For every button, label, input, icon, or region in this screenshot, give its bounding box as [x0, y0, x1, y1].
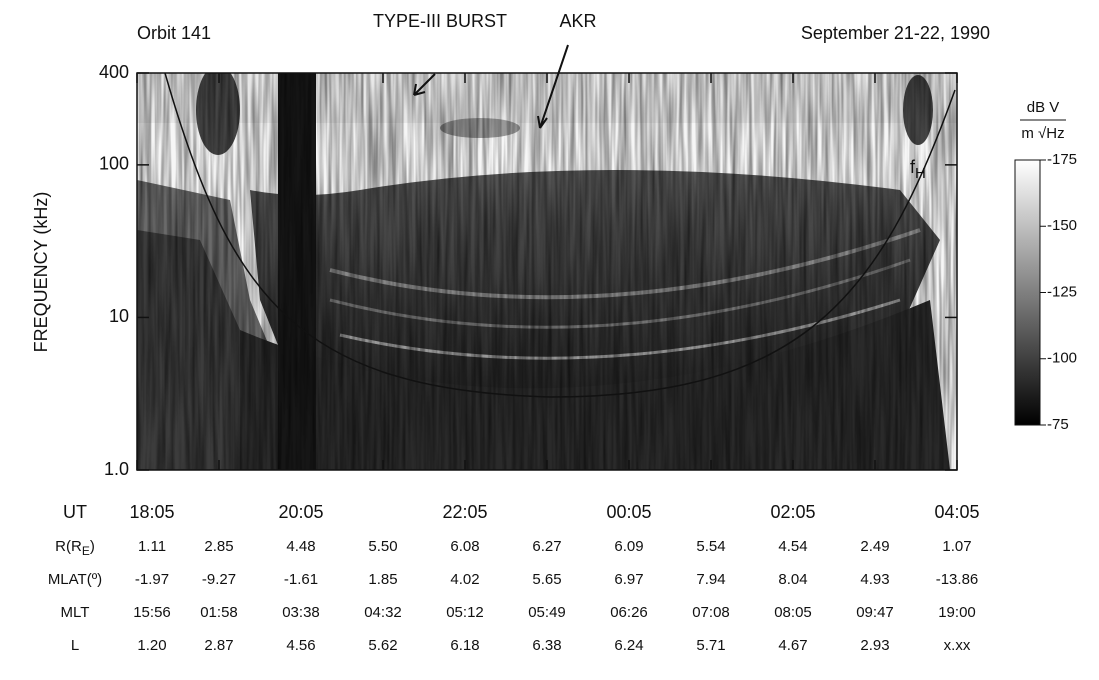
table-cell: 4.56	[286, 637, 315, 654]
table-cell: 8.04	[778, 571, 807, 588]
colorbar-numerator: dB V	[1027, 99, 1060, 116]
table-cell: 6.27	[532, 538, 561, 555]
gyrofrequency-curve	[164, 73, 956, 398]
colorbar-tick-label: -125	[1047, 283, 1077, 300]
table-cell: 2.49	[860, 538, 889, 555]
spectrogram	[137, 73, 957, 470]
table-cell: -13.86	[936, 571, 979, 588]
table-cell: -1.97	[135, 571, 169, 588]
table-cell: 1.20	[137, 637, 166, 654]
table-cell: 6.08	[450, 538, 479, 555]
colorbar	[1014, 159, 1041, 426]
table-cell: 6.24	[614, 637, 643, 654]
row-label-part: )	[90, 538, 95, 555]
table-cell: 07:08	[692, 604, 730, 621]
colorbar-tick-label: -100	[1047, 350, 1077, 367]
date-label: September 21-22, 1990	[801, 23, 990, 43]
table-cell: 2.87	[204, 637, 233, 654]
row-label: R(RE)	[55, 538, 95, 558]
table-cell: 2.93	[860, 637, 889, 654]
y-tick-label: 100	[99, 154, 129, 174]
colorbar-tick-label: -150	[1047, 217, 1077, 234]
table-cell: 6.18	[450, 637, 479, 654]
table-cell: -9.27	[202, 571, 236, 588]
table-cell: 5.54	[696, 538, 725, 555]
table-cell: 5.71	[696, 637, 725, 654]
y-axis-label: FREQUENCY (kHz)	[31, 192, 51, 353]
table-cell: 5.65	[532, 571, 561, 588]
row-label: MLT	[61, 604, 90, 621]
table-cell: 05:49	[528, 604, 566, 621]
table-cell: 09:47	[856, 604, 894, 621]
table-cell: x.xx	[944, 637, 971, 654]
table-cell: 06:26	[610, 604, 648, 621]
table-cell: 03:38	[282, 604, 320, 621]
curve-label-main: f	[910, 157, 916, 177]
y-tick-label: 1.0	[104, 459, 129, 479]
table-cell: -1.61	[284, 571, 318, 588]
annotation-arrow	[537, 44, 569, 129]
table-cell: 6.09	[614, 538, 643, 555]
orbit-label: Orbit 141	[137, 23, 211, 43]
row-label-part: MLAT(º)	[48, 571, 102, 588]
table-cell: 05:12	[446, 604, 484, 621]
y-tick-label: 10	[109, 306, 129, 326]
table-cell: 4.67	[778, 637, 807, 654]
table-cell: 5.50	[368, 538, 397, 555]
annotation: AKR	[559, 11, 596, 31]
table-cell: 08:05	[774, 604, 812, 621]
table-cell: 7.94	[696, 571, 725, 588]
row-label-part: R(R	[55, 538, 82, 555]
x-tick-label: 18:05	[129, 502, 174, 522]
annotation-arrow	[413, 73, 436, 96]
table-cell: 4.48	[286, 538, 315, 555]
table-cell: 4.93	[860, 571, 889, 588]
colorbar-tick-label: -75	[1047, 416, 1069, 433]
row-label-part: L	[71, 637, 79, 654]
x-tick-label: 04:05	[934, 502, 979, 522]
row-label: UT	[63, 502, 87, 522]
table-cell: 4.54	[778, 538, 807, 555]
curve-label: fH	[910, 157, 926, 182]
table-cell: 6.38	[532, 637, 561, 654]
y-tick-label: 400	[99, 62, 129, 82]
row-label: MLAT(º)	[48, 571, 102, 588]
x-tick-label: 00:05	[606, 502, 651, 522]
table-cell: 1.11	[138, 538, 166, 555]
x-tick-label: 20:05	[278, 502, 323, 522]
table-cell: 1.85	[368, 571, 397, 588]
row-label-part: E	[82, 544, 90, 558]
colorbar-tick-label: -175	[1047, 151, 1077, 168]
row-label-part: MLT	[61, 604, 90, 621]
table-cell: 19:00	[938, 604, 976, 621]
table-cell: 4.02	[450, 571, 479, 588]
annotation: TYPE-III BURST	[373, 11, 507, 31]
row-label-part: UT	[63, 502, 87, 522]
colorbar-denominator: m √Hz	[1021, 125, 1064, 142]
x-tick-label: 02:05	[770, 502, 815, 522]
row-label: L	[71, 637, 79, 654]
x-tick-label: 22:05	[442, 502, 487, 522]
table-cell: 6.97	[614, 571, 643, 588]
table-cell: 5.62	[368, 637, 397, 654]
curve-label-sub: H	[915, 165, 926, 182]
table-cell: 15:56	[133, 604, 171, 621]
table-cell: 01:58	[200, 604, 238, 621]
table-cell: 2.85	[204, 538, 233, 555]
table-cell: 04:32	[364, 604, 402, 621]
table-cell: 1.07	[942, 538, 971, 555]
